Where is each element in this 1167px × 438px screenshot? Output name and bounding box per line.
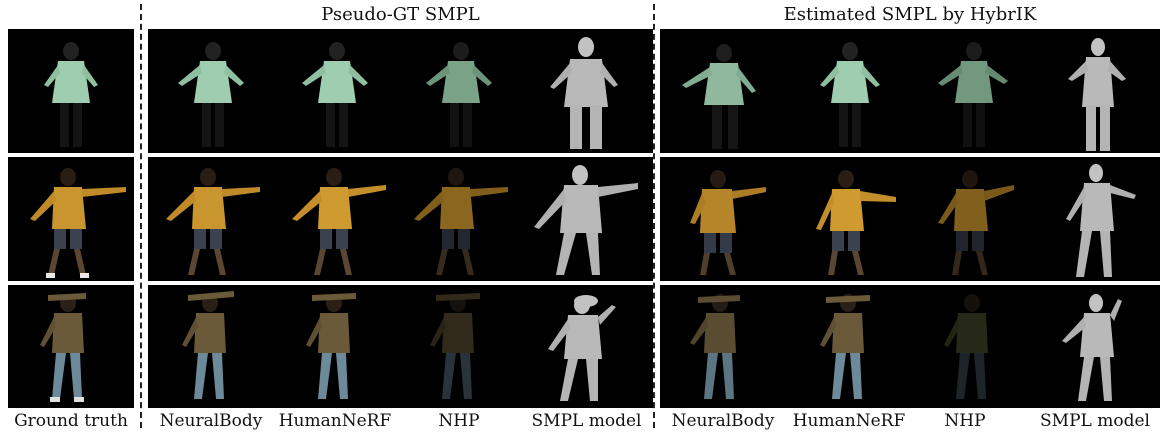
caption-ground-truth: Ground truth (14, 411, 128, 431)
caption-pseudo-humannerf: HumanNeRF (278, 411, 392, 431)
figure-brown-shirt (40, 293, 86, 402)
caption-hybrik-humannerf: HumanNeRF (792, 411, 906, 431)
caption-pseudo-nhp: NHP (438, 411, 480, 431)
figure-yellow-shirt (30, 168, 126, 278)
caption-pseudo-smpl: SMPL model (531, 411, 642, 431)
caption-hybrik-nhp: NHP (944, 411, 986, 431)
row1-hybrik-renders (682, 38, 1126, 151)
figure-green-hoodie (44, 42, 98, 147)
row2-pseudo-gt-renders (166, 165, 638, 275)
row1-ground-truth (8, 29, 134, 153)
row1-pseudo-gt (148, 29, 653, 153)
caption-hybrik-neuralbody: NeuralBody (671, 411, 775, 431)
row1-pseudo-gt-renders (178, 37, 618, 149)
row3-hybrik (660, 285, 1160, 408)
row2-hybrik-renders (690, 164, 1136, 277)
row3-ground-truth (8, 285, 134, 408)
caption-hybrik-smpl: SMPL model (1040, 411, 1150, 431)
row3-hybrik-renders (690, 294, 1122, 401)
row2-pseudo-gt (148, 157, 653, 281)
hybrik-header: Estimated SMPL by HybrIK (783, 4, 1037, 25)
pseudo-gt-header: Pseudo-GT SMPL (321, 4, 480, 25)
row3-pseudo-gt-renders (182, 291, 616, 401)
row2-hybrik (660, 157, 1160, 281)
caption-pseudo-neuralbody: NeuralBody (159, 411, 263, 431)
row1-hybrik (660, 29, 1160, 153)
right-divider (653, 4, 655, 428)
row3-pseudo-gt (148, 285, 653, 408)
row2-ground-truth (8, 157, 134, 281)
left-divider (140, 4, 142, 428)
